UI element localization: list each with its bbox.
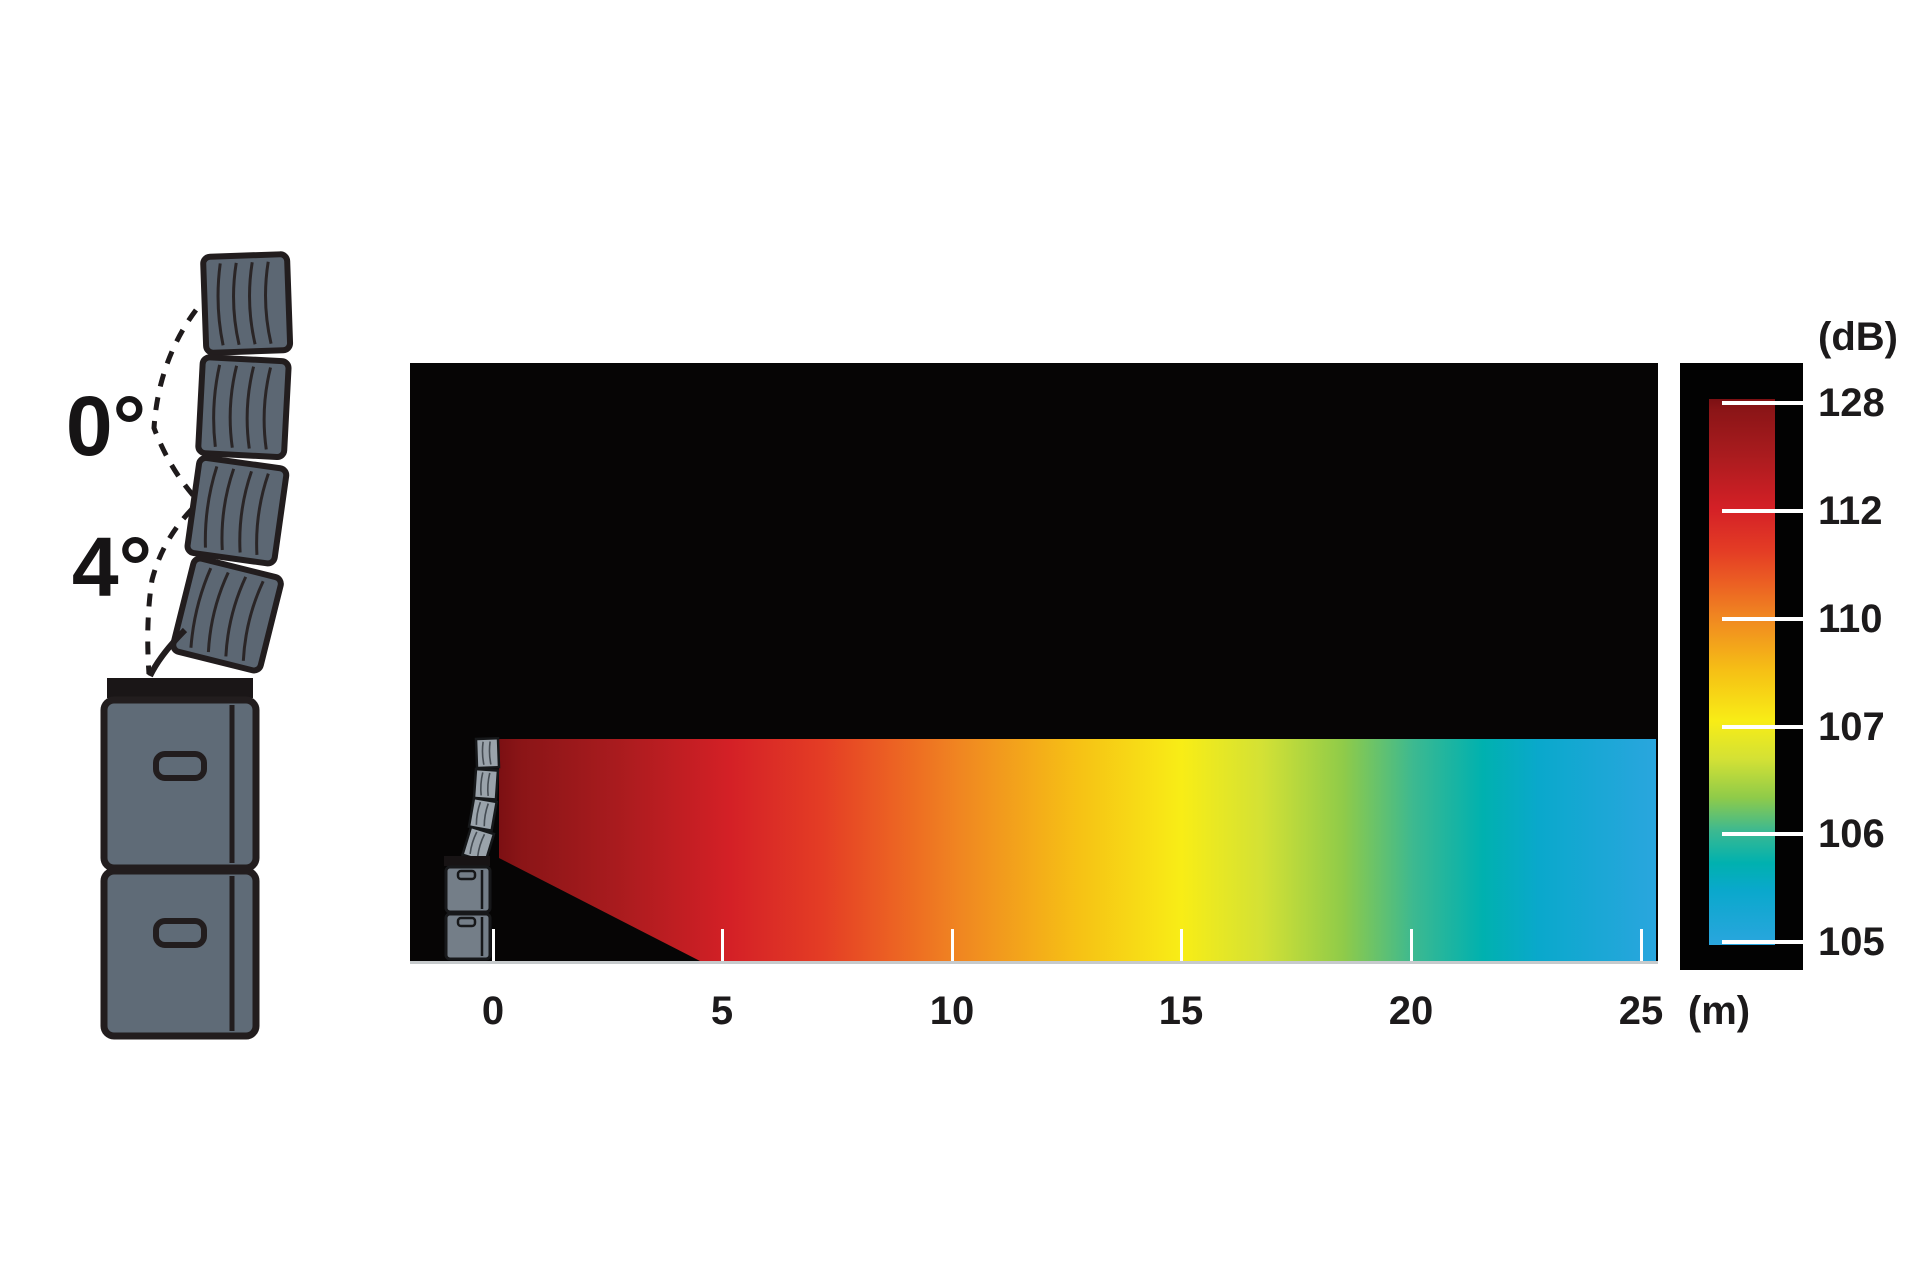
- x-tick-label: 15: [1158, 989, 1204, 1033]
- rigging-plate: [107, 678, 253, 698]
- colorbar-tick-line: [1722, 617, 1803, 621]
- mini-rigging-plate: [444, 856, 490, 866]
- colorbar-tick-label: 110: [1818, 597, 1883, 641]
- line-array-module-1: [200, 251, 294, 356]
- colorbar-unit-label: (dB): [1818, 315, 1898, 359]
- x-tick-line: [492, 929, 495, 961]
- colorbar-tick-label: 107: [1818, 705, 1885, 749]
- subwoofer-2: [100, 867, 260, 1040]
- line-array-module-4: [170, 555, 284, 674]
- mini-array-module: [474, 736, 501, 770]
- angle-dashed-line-4: [145, 507, 194, 675]
- x-tick-label: 20: [1388, 989, 1434, 1033]
- x-tick-label: 0: [481, 989, 505, 1033]
- colorbar-gradient: [1709, 399, 1775, 945]
- subwoofer-handle: [153, 751, 207, 781]
- mini-subwoofer-1: [444, 865, 492, 914]
- x-tick-label: 5: [710, 989, 734, 1033]
- x-axis-unit-label: (m): [1687, 989, 1751, 1033]
- x-tick-line: [1640, 929, 1643, 961]
- angle-dashed-line-0: [151, 308, 200, 503]
- angle-label-4: 4°: [72, 520, 152, 614]
- speaker-stack-diagram: 0° 4°: [66, 251, 294, 1040]
- line-array-module-3: [184, 454, 290, 567]
- rigging-arm: [147, 627, 188, 678]
- x-tick-line: [1410, 929, 1413, 961]
- spl-beam: [499, 739, 1656, 961]
- colorbar-tick-line: [1722, 940, 1803, 944]
- subwoofer-handle: [153, 918, 207, 948]
- colorbar-tick-line: [1722, 401, 1803, 405]
- mini-array-module: [472, 767, 500, 801]
- colorbar-tick-line: [1722, 832, 1803, 836]
- x-tick-line: [951, 929, 954, 961]
- x-tick-line: [1180, 929, 1183, 961]
- line-array-module-2: [195, 354, 292, 461]
- colorbar-tick-line: [1722, 509, 1803, 513]
- mini-subwoofer-2: [444, 912, 492, 961]
- x-tick-label: 10: [929, 989, 975, 1033]
- speaker-stack-mini: [444, 736, 501, 961]
- x-tick-line: [721, 929, 724, 961]
- colorbar-tick-label: 105: [1818, 920, 1885, 964]
- subwoofer-1: [100, 696, 260, 872]
- colorbar-tick-label: 106: [1818, 812, 1885, 856]
- colorbar-tick-line: [1722, 725, 1803, 729]
- x-tick-label: 25: [1618, 989, 1664, 1033]
- mini-array-module: [460, 825, 496, 864]
- angle-label-0: 0°: [66, 379, 146, 473]
- mini-array-module: [467, 796, 499, 833]
- colorbar-tick-label: 112: [1818, 489, 1883, 533]
- colorbar-tick-label: 128: [1818, 381, 1885, 425]
